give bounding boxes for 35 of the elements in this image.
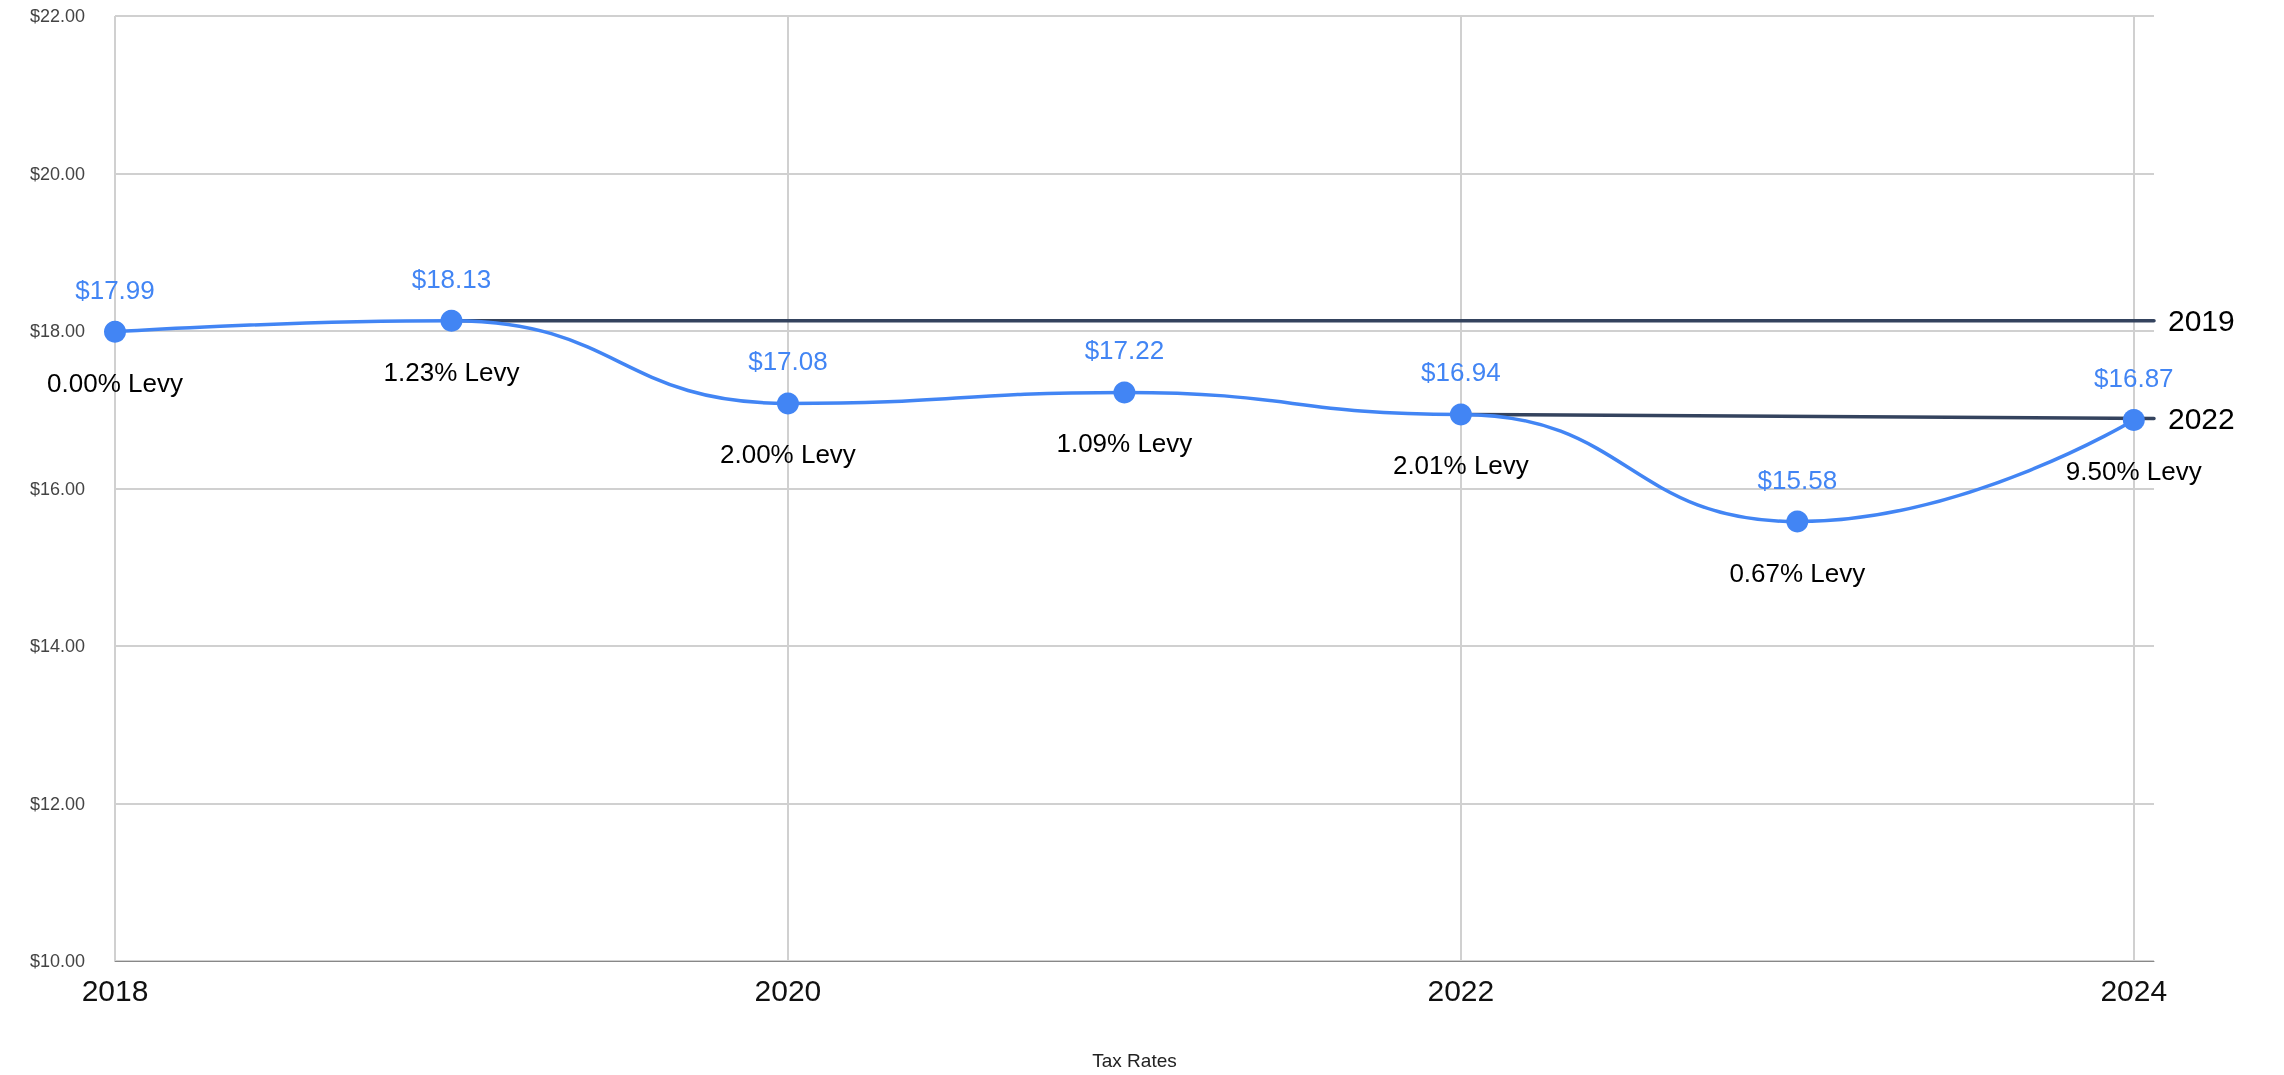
annotation: 1.09% Levy <box>1056 428 1193 459</box>
series-label: 2022 <box>2168 401 2235 435</box>
y-tick-label: $10.00 <box>29 951 85 971</box>
point <box>440 309 463 332</box>
y-tick-label: $14.00 <box>29 636 85 656</box>
x-tick-label: 2018 <box>81 973 149 1007</box>
point <box>104 320 126 343</box>
x-tick-label: 2020 <box>754 973 822 1007</box>
y-tick-label: $16.00 <box>29 478 85 499</box>
x-axis-title: Tax Rates <box>1092 1050 1177 1071</box>
y-tick-label: $20.00 <box>29 163 85 184</box>
point <box>1449 403 1472 426</box>
data-label: $16.94 <box>1421 357 1501 388</box>
annotation: 0.00% Levy <box>47 367 183 398</box>
annotation: 2.01% Levy <box>1392 450 1529 481</box>
annotation: 0.67% Levy <box>1729 557 1866 588</box>
point <box>1786 510 1809 533</box>
y-tick-label: $18.00 <box>29 321 85 341</box>
y-tick-label: $22.00 <box>29 6 85 26</box>
y-tick-label: $12.00 <box>29 793 85 814</box>
annotation: 9.50% Levy <box>2065 455 2202 486</box>
data-label: $17.08 <box>748 346 828 377</box>
x-tick-label: 2022 <box>1427 973 1495 1007</box>
annotation: 2.00% Levy <box>720 439 856 470</box>
point <box>776 392 799 415</box>
data-label: $16.87 <box>2094 362 2174 393</box>
point <box>1113 381 1136 404</box>
data-label: $17.22 <box>1084 335 1165 366</box>
data-label: $17.99 <box>75 274 155 305</box>
point <box>2122 408 2145 431</box>
data-label: $15.58 <box>1757 464 1838 495</box>
series-label: 2019 <box>2168 304 2235 338</box>
x-tick-label: 2024 <box>2100 973 2168 1007</box>
data-label: $18.13 <box>411 263 492 294</box>
annotation: 1.23% Levy <box>383 356 520 387</box>
